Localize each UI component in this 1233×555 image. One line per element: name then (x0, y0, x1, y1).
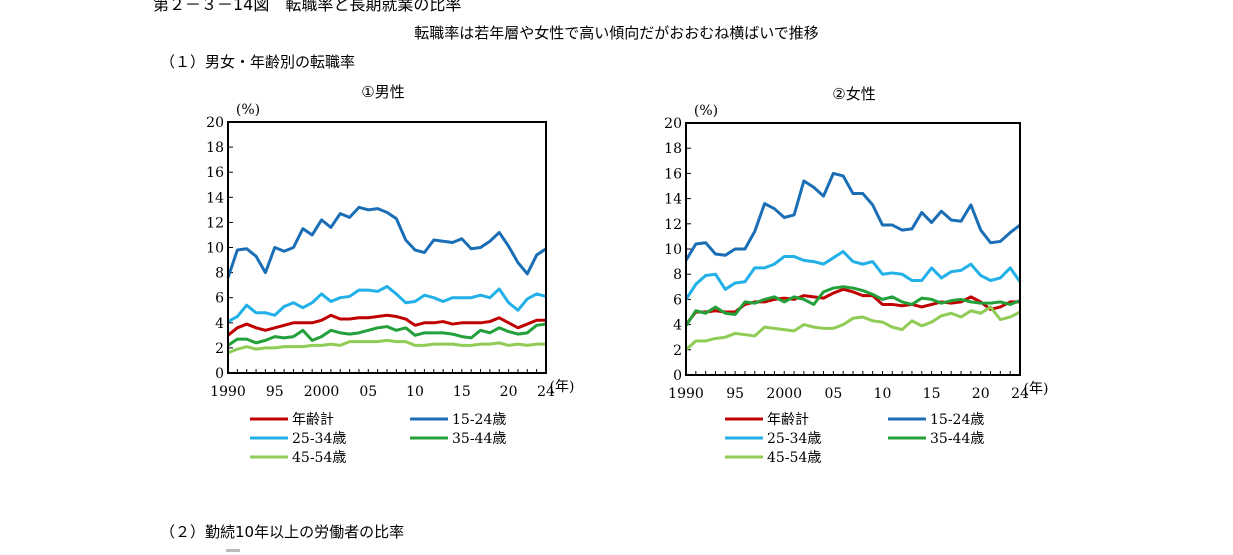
y-tick-label: 2 (215, 341, 224, 357)
x-tick-label: 1990 (210, 384, 246, 400)
y-tick-label: 0 (215, 366, 224, 382)
y-tick-label: 14 (206, 190, 224, 206)
y-tick-label: 4 (673, 318, 682, 334)
series-line (227, 284, 547, 323)
series-line (227, 322, 547, 347)
y-tick-label: 6 (215, 291, 224, 307)
x-tick-label: 10 (874, 386, 892, 402)
x-tick-label: 15 (453, 384, 471, 400)
x-axis-unit-label: (年) (1024, 381, 1049, 397)
y-tick-label: 4 (215, 316, 224, 332)
x-tick-label: 05 (824, 386, 842, 402)
x-tick-label: 10 (406, 384, 424, 400)
series-line (684, 285, 1021, 327)
figure-subtitle: 転職率は若年層や女性で高い傾向だがおおむね横ばいで推移 (414, 24, 819, 42)
chart-title: ②女性 (832, 85, 875, 103)
legend-label: 35-44歳 (930, 431, 984, 447)
y-axis-unit-label: (%) (694, 103, 718, 119)
legend-label: 45-54歳 (292, 450, 346, 466)
y-tick-label: 10 (206, 241, 224, 257)
x-tick-label: 2000 (766, 386, 802, 402)
x-tick-label: 24 (537, 384, 555, 400)
series-line (684, 305, 1021, 351)
y-tick-label: 18 (206, 140, 224, 156)
y-tick-label: 0 (673, 368, 682, 384)
legend-label: 年齢計 (767, 412, 809, 428)
legend-label: 15-24歳 (452, 412, 506, 428)
legend-label: 35-44歳 (452, 431, 506, 447)
section-heading-1: （１）男女・年齢別の転職率 (160, 53, 356, 71)
series-line (227, 338, 546, 355)
y-tick-label: 12 (664, 217, 682, 233)
y-tick-label: 12 (206, 215, 224, 231)
series-line (226, 205, 547, 279)
x-tick-label: 15 (923, 386, 941, 402)
x-tick-label: 05 (359, 384, 377, 400)
y-tick-label: 20 (206, 115, 224, 131)
y-tick-label: 14 (664, 192, 682, 208)
plot-frame (227, 121, 547, 374)
x-tick-label: 20 (500, 384, 518, 400)
y-axis-unit-label: (%) (236, 102, 260, 118)
legend-label: 45-54歳 (767, 450, 821, 466)
figure-title: 第２－３－14図 転職率と長期就業の比率 (153, 0, 462, 14)
y-tick-label: 10 (664, 242, 682, 258)
x-tick-label: 1990 (668, 386, 704, 402)
y-tick-label: 20 (664, 116, 682, 132)
x-tick-label: 2000 (304, 384, 340, 400)
y-tick-label: 6 (673, 292, 682, 308)
y-tick-label: 16 (664, 166, 682, 182)
x-tick-label: 95 (266, 384, 284, 400)
series-line (684, 171, 1021, 262)
y-tick-label: 8 (215, 266, 224, 282)
chart-title: ①男性 (361, 83, 404, 101)
y-tick-label: 2 (673, 343, 682, 359)
y-tick-label: 8 (673, 267, 682, 283)
legend-label: 15-24歳 (930, 412, 984, 428)
series-line (684, 250, 1022, 301)
x-tick-label: 95 (726, 386, 744, 402)
legend-label: 25-34歳 (292, 431, 346, 447)
plot-frame (685, 122, 1021, 376)
section-heading-2: （２）勤続10年以上の労働者の比率 (160, 523, 405, 541)
legend-label: 年齢計 (292, 412, 334, 428)
x-tick-label: 20 (972, 386, 990, 402)
series-line (227, 313, 546, 337)
y-tick-label: 16 (206, 165, 224, 181)
x-axis-unit-label: (年) (550, 379, 575, 395)
y-tick-label: 18 (664, 141, 682, 157)
legend-label: 25-34歳 (767, 431, 821, 447)
cropped-text-fragment (226, 549, 256, 555)
x-tick-label: 24 (1011, 386, 1029, 402)
